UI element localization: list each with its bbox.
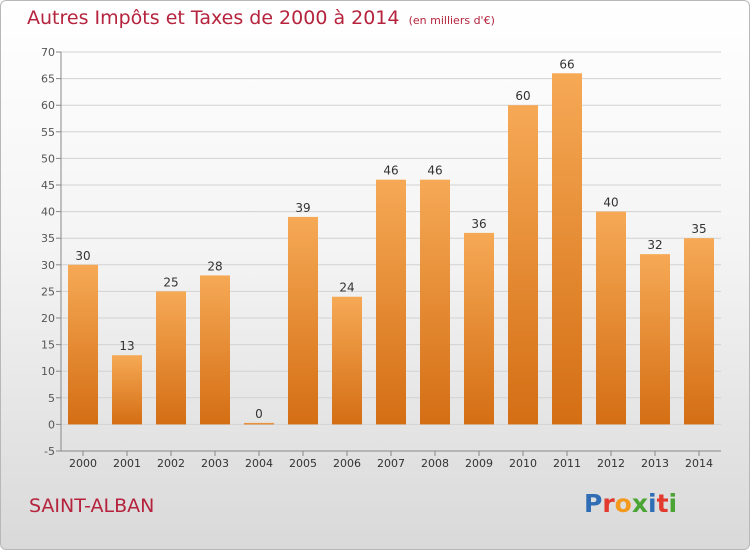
bar (156, 291, 186, 425)
y-tick-label: 55 (41, 126, 55, 139)
x-tick-label: 2006 (333, 457, 361, 470)
x-tick-label: 2011 (553, 457, 581, 470)
chart-title-unit: (en milliers d'€) (408, 14, 495, 27)
y-tick-label: 10 (41, 365, 55, 378)
x-tick-label: 2008 (421, 457, 449, 470)
x-tick-label: 2007 (377, 457, 405, 470)
bar (68, 264, 98, 425)
y-tick-label: 20 (41, 312, 55, 325)
y-tick-label: 50 (41, 152, 55, 165)
bar (596, 211, 626, 425)
proxiti-logo: Proxiti (584, 489, 677, 518)
y-tick-label: 15 (41, 339, 55, 352)
data-label: 60 (515, 89, 530, 103)
bar (244, 422, 274, 425)
logo-letter: r (602, 489, 615, 518)
data-label: 66 (559, 57, 574, 71)
y-tick-label: 45 (41, 179, 55, 192)
chart-title-text: Autres Impôts et Taxes de 2000 à 2014 (27, 7, 400, 29)
bar (640, 254, 670, 425)
bar (420, 179, 450, 425)
data-label: 0 (255, 407, 263, 421)
data-label: 28 (207, 259, 222, 273)
x-tick-label: 2000 (69, 457, 97, 470)
data-label: 39 (295, 201, 310, 215)
bar (200, 275, 230, 425)
x-tick-label: 2004 (245, 457, 273, 470)
y-tick-label: 5 (48, 392, 55, 405)
y-tick-label: 25 (41, 285, 55, 298)
logo-letter: t (656, 489, 669, 518)
y-tick-label: -5 (44, 445, 55, 458)
y-tick-label: 40 (41, 206, 55, 219)
chart-title: Autres Impôts et Taxes de 2000 à 2014 (e… (27, 7, 495, 29)
x-tick-label: 2003 (201, 457, 229, 470)
bar (376, 179, 406, 425)
bar (508, 105, 538, 425)
data-label: 30 (75, 249, 90, 263)
bar (112, 355, 142, 425)
y-tick-label: 65 (41, 73, 55, 86)
location-name: SAINT-ALBAN (29, 495, 155, 517)
logo-letter: o (614, 489, 632, 518)
bar (684, 238, 714, 425)
logo-letter: x (631, 489, 648, 518)
data-label: 46 (427, 164, 442, 178)
x-tick-label: 2005 (289, 457, 317, 470)
y-tick-label: 0 (48, 418, 55, 431)
y-tick-label: 70 (41, 46, 55, 59)
logo-letter: i (648, 489, 657, 518)
logo-letter: P (584, 489, 603, 518)
data-label: 25 (163, 275, 178, 289)
bar (552, 73, 582, 425)
data-label: 13 (119, 339, 134, 353)
bar (332, 296, 362, 425)
data-label: 32 (647, 238, 662, 252)
data-label: 24 (339, 281, 354, 295)
y-tick-label: 35 (41, 232, 55, 245)
bar (288, 216, 318, 425)
data-label: 36 (471, 217, 486, 231)
x-tick-label: 2009 (465, 457, 493, 470)
y-tick-label: 60 (41, 99, 55, 112)
data-label: 46 (383, 164, 398, 178)
data-label: 35 (691, 222, 706, 236)
y-tick-label: 30 (41, 259, 55, 272)
x-tick-label: 2012 (597, 457, 625, 470)
x-tick-label: 2013 (641, 457, 669, 470)
data-label: 40 (603, 196, 618, 210)
bar (464, 232, 494, 425)
x-tick-label: 2001 (113, 457, 141, 470)
x-tick-label: 2014 (685, 457, 713, 470)
logo-letter: i (668, 489, 678, 518)
x-tick-label: 2002 (157, 457, 185, 470)
x-tick-label: 2010 (509, 457, 537, 470)
